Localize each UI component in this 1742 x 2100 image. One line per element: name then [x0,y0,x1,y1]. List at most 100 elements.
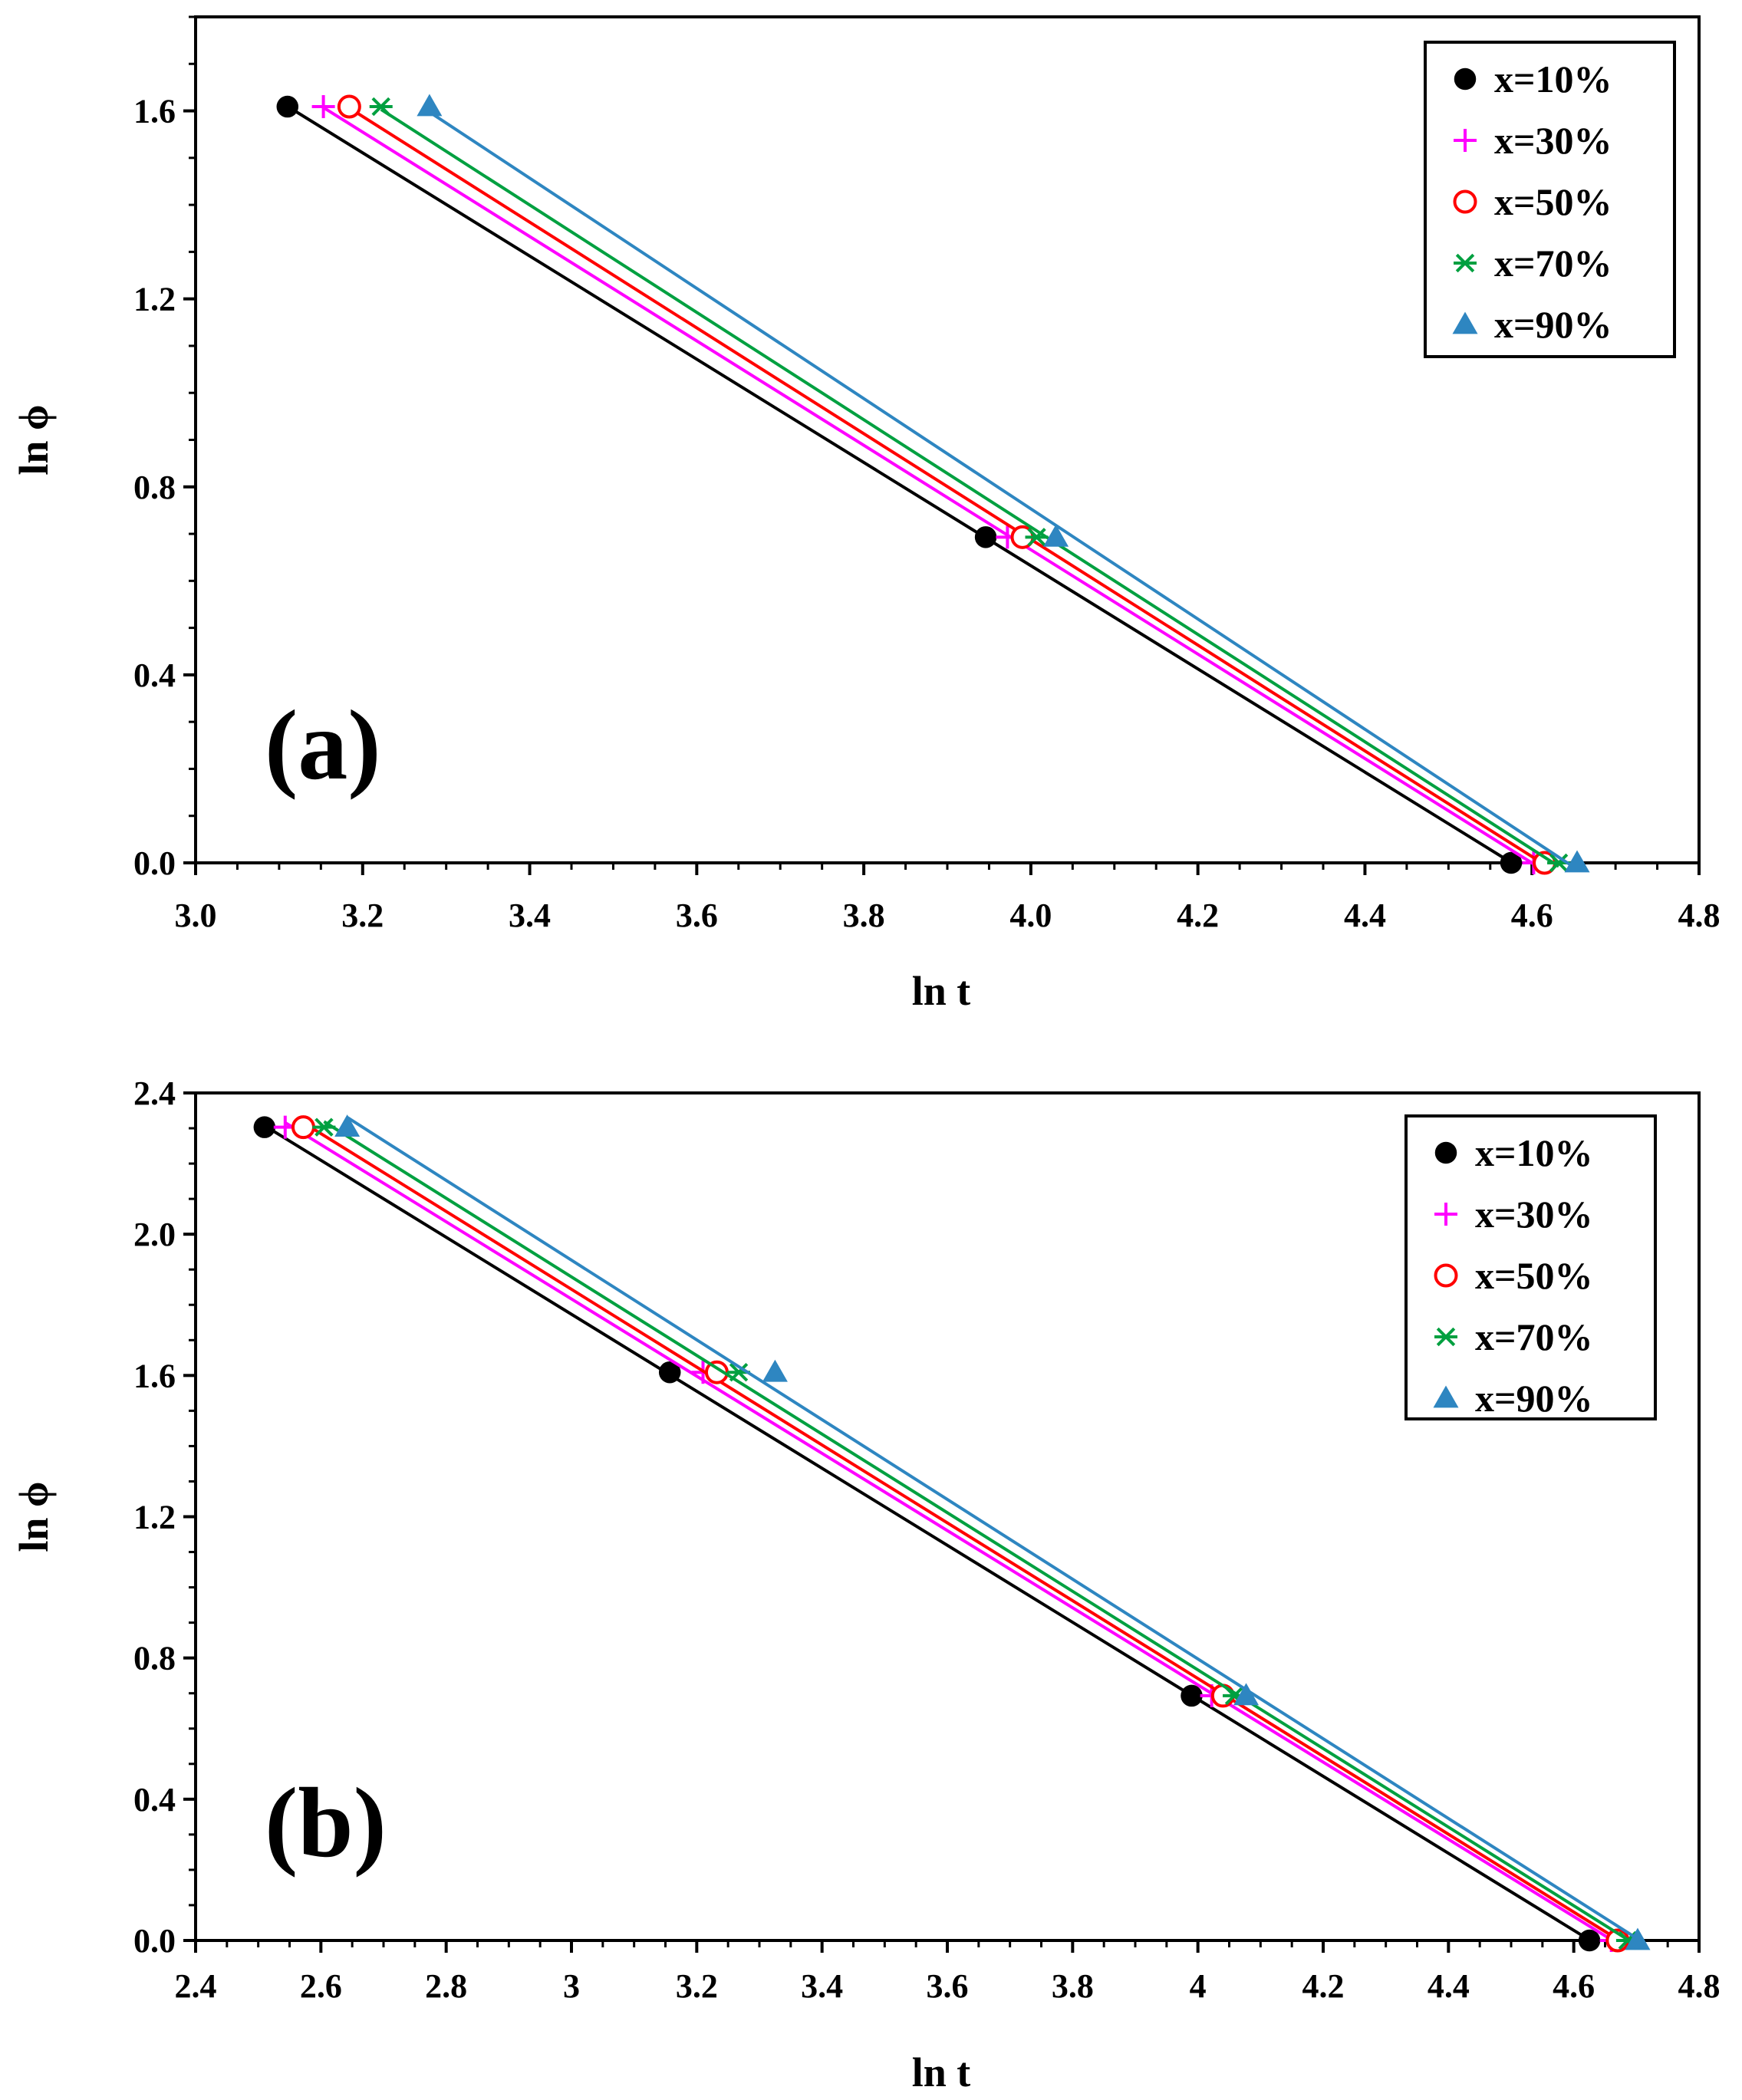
x-tick-label: 4.8 [1678,1967,1721,2005]
legend-marker [1454,253,1477,273]
x-tick-label: 3.8 [843,897,885,934]
x-tick-label: 3.8 [1052,1967,1094,2005]
y-tick-label: 1.2 [133,1499,176,1536]
legend-label: x=50% [1494,180,1612,223]
chart-panel-b: 2.4 2.6 2.8 3 3.2 3.4 3.6 3.8 4 4.2 4.4 4.6 4.8 0.0 0.… [11,1075,1721,2095]
series-x=70% [369,97,1571,873]
y-tick-label: 2.0 [133,1216,176,1253]
data-point [311,95,335,119]
y-tick-label: 1.6 [133,93,176,130]
legend-label: x=90% [1475,1377,1593,1420]
x-axis-title: ln t [912,968,971,1014]
fit-line [302,1121,1619,1941]
y-axis-title: ln ϕ [11,404,57,475]
x-tick-label: 3.2 [676,1967,718,2005]
legend: x=10% x=30% x=50% x=70% x=90% [1404,1114,1657,1420]
series-x=30% [311,95,1546,874]
data-point [337,94,361,119]
legend-marker [1452,311,1478,334]
y-tick-label: 2.4 [133,1075,176,1112]
legend-marker [1434,1141,1457,1164]
legend-label: x=30% [1494,119,1612,162]
fit-line [286,104,1513,864]
data-point [1025,528,1049,547]
legend-marker [1454,129,1477,152]
data-point [334,1114,361,1137]
fit-line [346,1116,1639,1940]
legend-label: x=30% [1475,1193,1593,1236]
series-x=50% [337,94,1557,875]
x-tick-label: 4.2 [1302,1967,1345,2005]
x-tick-label: 4.6 [1553,1967,1595,2005]
fit-line [428,110,1579,871]
legend-marker [1454,67,1477,91]
series-x=10% [276,95,1523,874]
chart-panel-a: 3.0 3.2 3.4 3.6 3.8 4.0 4.2 4.4 4.6 4.8 0.0 0.4 0.8 1… [11,15,1721,1014]
panel-label: (a) [265,690,381,801]
x-tick-label: 2.4 [175,1967,217,2005]
y-tick-label: 0.0 [133,1922,176,1960]
x-tick-label: 3.6 [676,897,718,934]
fit-line [284,1121,1612,1941]
x-tick-label: 2.8 [425,1967,467,2005]
data-point [1625,1927,1651,1950]
data-point [276,95,299,118]
x-tick-label: 4.4 [1428,1967,1470,2005]
legend-marker [1434,1263,1458,1288]
x-tick-label: 3 [563,1967,580,2005]
fit-line [323,1120,1628,1941]
data-point [1233,1683,1260,1706]
series-x=90% [334,1114,1651,1950]
y-tick-label: 0.8 [133,469,176,506]
x-tick-label: 4.6 [1511,897,1553,934]
legend-label: x=70% [1494,242,1612,285]
x-tick-label: 4 [1190,1967,1207,2005]
data-point [1500,851,1523,874]
data-point [1578,1929,1601,1952]
fit-line [263,1124,1591,1942]
legend-label: x=70% [1475,1315,1593,1358]
x-tick-label: 3.6 [927,1967,969,2005]
data-point [762,1359,788,1382]
x-tick-label: 4.0 [1009,897,1052,934]
data-point [291,1115,315,1140]
fit-line [348,107,1546,866]
legend-label: x=50% [1475,1254,1593,1297]
x-axis-title: ln t [912,2049,971,2095]
x-tick-label: 3.4 [509,897,551,934]
legend-marker [1453,189,1477,214]
data-point [312,1117,336,1137]
data-point [1564,850,1590,873]
x-tick-label: 3.0 [175,897,217,934]
data-point [1181,1684,1203,1707]
data-point [253,1116,276,1138]
y-tick-label: 0.8 [133,1640,176,1677]
panel-label: (b) [265,1768,387,1878]
fit-line [380,108,1560,868]
y-tick-label: 1.2 [133,281,176,318]
fit-line [322,106,1535,866]
y-tick-label: 0.4 [133,657,176,694]
x-tick-label: 2.6 [300,1967,342,2005]
legend-label: x=10% [1494,58,1612,100]
x-tick-label: 3.2 [341,897,384,934]
x-tick-label: 4.4 [1344,897,1386,934]
data-point [417,94,443,117]
legend-label: x=10% [1475,1131,1593,1174]
legend: x=10% x=30% x=50% x=70% x=90% [1424,41,1676,358]
legend-marker [1434,1327,1457,1347]
data-point [658,1361,681,1384]
series-x=10% [253,1116,1601,1952]
y-axis-title: ln ϕ [11,1481,57,1552]
legend-marker [1434,1203,1457,1226]
data-point [1043,524,1069,547]
legend-marker [1433,1385,1459,1408]
data-point [369,97,393,117]
x-tick-label: 4.8 [1678,897,1721,934]
y-tick-label: 0.4 [133,1781,176,1819]
x-tick-label: 4.2 [1177,897,1219,934]
data-point [704,1360,729,1384]
series-x=90% [417,94,1590,873]
